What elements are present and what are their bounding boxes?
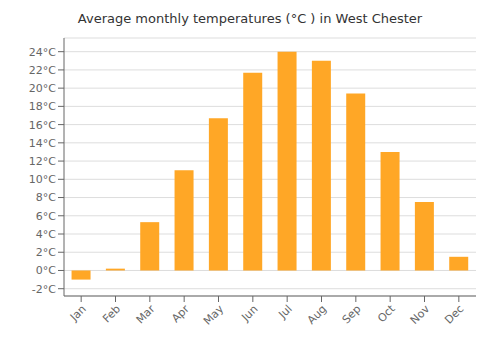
svg-text:12°C: 12°C [29,155,56,168]
svg-text:Dec: Dec [442,302,466,326]
svg-text:8°C: 8°C [36,191,56,204]
svg-text:0°C: 0°C [36,264,56,277]
svg-text:10°C: 10°C [29,173,56,186]
svg-text:Feb: Feb [100,302,123,325]
svg-text:4°C: 4°C [36,228,56,241]
svg-text:Sep: Sep [340,302,364,326]
svg-text:Jun: Jun [238,302,260,324]
svg-text:Jan: Jan [67,302,89,324]
svg-text:2°C: 2°C [36,246,56,259]
svg-text:18°C: 18°C [29,100,56,113]
svg-text:16°C: 16°C [29,119,56,132]
html-text:Average monthly temperatures (: Average monthly temperatures (°C ) in We… [77,11,423,26]
svg-text:22°C: 22°C [29,64,56,77]
svg-text:Mar: Mar [134,302,158,326]
svg-text:14°C: 14°C [29,137,56,150]
svg-text:24°C: 24°C [29,46,56,59]
svg-text:Jul: Jul [276,302,295,321]
svg-text:May: May [201,302,227,328]
svg-text:Nov: Nov [408,302,433,327]
svg-text:Oct: Oct [375,302,398,325]
svg-text:Aug: Aug [305,302,329,326]
svg-text:-2°C: -2°C [32,283,56,296]
svg-text:Apr: Apr [169,302,192,325]
svg-text:6°C: 6°C [36,210,56,223]
svg-text:20°C: 20°C [29,82,56,95]
